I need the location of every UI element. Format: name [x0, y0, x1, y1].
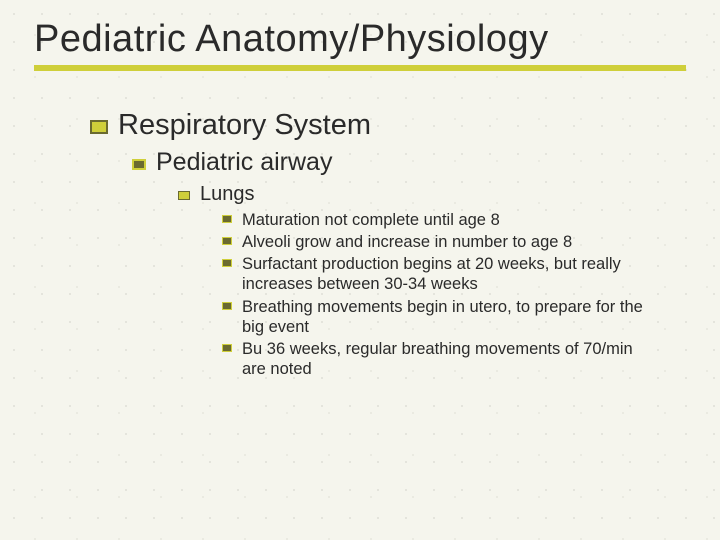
- bullet-icon: [222, 344, 232, 352]
- bullet-level4: Breathing movements begin in utero, to p…: [222, 297, 646, 337]
- bullet-level4: Surfactant production begins at 20 weeks…: [222, 254, 646, 294]
- bullet-level1: Respiratory System: [90, 109, 686, 142]
- slide-title: Pediatric Anatomy/Physiology: [34, 18, 686, 61]
- bullet-icon: [222, 259, 232, 267]
- bullet-icon: [178, 191, 190, 200]
- bullet-level4: Maturation not complete until age 8: [222, 210, 646, 230]
- bullet-text: Respiratory System: [118, 109, 371, 142]
- bullet-level4: Alveoli grow and increase in number to a…: [222, 232, 646, 252]
- bullet-icon: [222, 215, 232, 223]
- bullet-icon: [90, 120, 108, 134]
- bullet-text: Pediatric airway: [156, 148, 332, 177]
- bullet-text: Breathing movements begin in utero, to p…: [242, 297, 646, 337]
- bullet-text: Bu 36 weeks, regular breathing movements…: [242, 339, 646, 379]
- bullet-icon: [222, 237, 232, 245]
- bullet-text: Alveoli grow and increase in number to a…: [242, 232, 572, 252]
- bullet-level2: Pediatric airway: [132, 148, 686, 177]
- bullet-level4: Bu 36 weeks, regular breathing movements…: [222, 339, 646, 379]
- bullet-icon: [222, 302, 232, 310]
- bullet-level3: Lungs: [178, 183, 686, 206]
- bullet-text: Maturation not complete until age 8: [242, 210, 500, 230]
- slide-container: Pediatric Anatomy/Physiology Respiratory…: [0, 0, 720, 379]
- bullet-text: Surfactant production begins at 20 weeks…: [242, 254, 646, 294]
- title-underline: [34, 65, 686, 71]
- bullet-icon: [132, 159, 146, 170]
- bullet-text: Lungs: [200, 183, 255, 206]
